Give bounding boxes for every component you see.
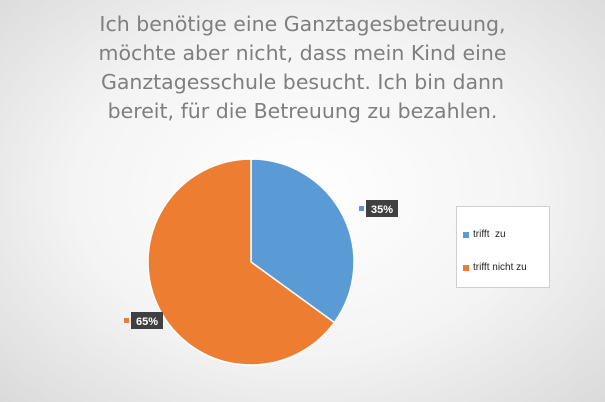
data-label-text-1: 65% bbox=[136, 316, 158, 328]
chart-title-line: Ich benötige eine Ganztagesbetreuung, bbox=[99, 12, 506, 36]
chart-title-line: bereit, für die Betreuung zu bezahlen. bbox=[107, 99, 498, 123]
data-label-key-0 bbox=[359, 206, 364, 211]
chart-title: Ich benötige eine Ganztagesbetreuung, mö… bbox=[40, 10, 565, 126]
data-label-1: 65% bbox=[124, 312, 163, 329]
chart-legend: trifft zu trifft nicht zu bbox=[456, 206, 550, 288]
data-label-text-0: 35% bbox=[371, 204, 393, 216]
pie-slice-1 bbox=[147, 158, 336, 366]
legend-item-0: trifft zu bbox=[463, 229, 506, 240]
legend-swatch-0 bbox=[463, 231, 469, 238]
legend-label-0: trifft zu bbox=[473, 229, 506, 240]
data-label-key-1 bbox=[124, 318, 129, 323]
pie-slice-0 bbox=[250, 158, 355, 324]
legend-item-1: trifft nicht zu bbox=[463, 262, 527, 273]
chart-title-line: möchte aber nicht, dass mein Kind eine bbox=[98, 41, 507, 65]
data-label-box-0 bbox=[366, 200, 398, 217]
legend-label-1: trifft nicht zu bbox=[473, 262, 527, 273]
data-label-box-1 bbox=[131, 312, 163, 329]
legend-swatch-1 bbox=[463, 264, 469, 271]
data-label-0: 35% bbox=[359, 200, 398, 217]
chart-title-line: Ganztagesschule besucht. Ich bin dann bbox=[100, 70, 505, 94]
